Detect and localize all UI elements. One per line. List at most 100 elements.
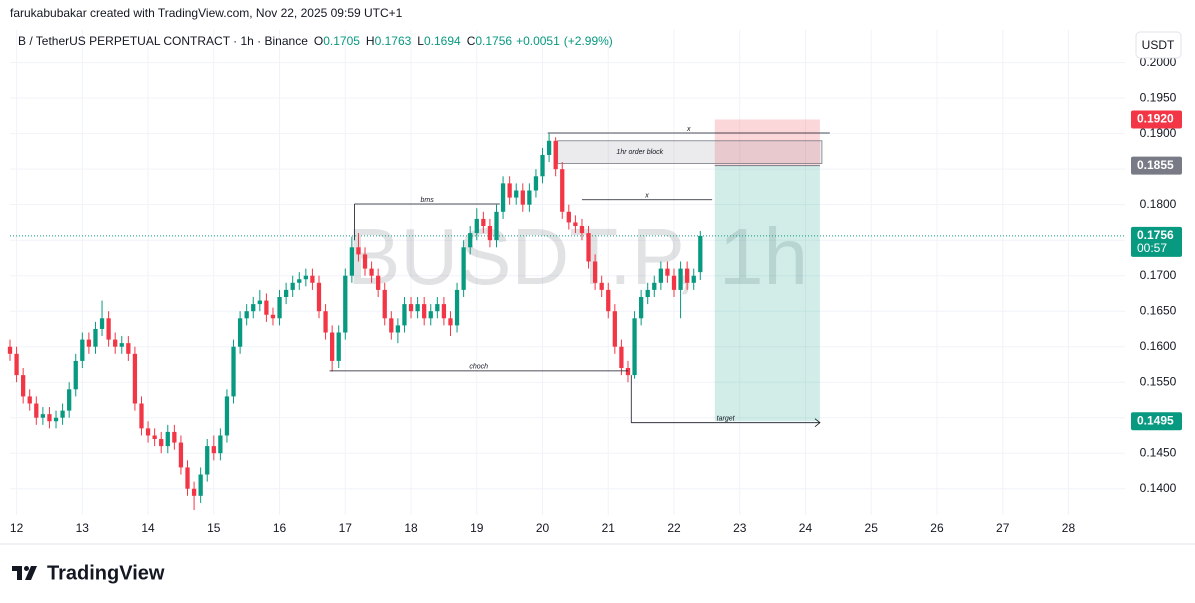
candle-body <box>159 439 164 447</box>
candle-body <box>376 275 381 290</box>
candle-body <box>533 176 539 191</box>
candle-body <box>369 268 374 276</box>
candle-body <box>349 247 354 276</box>
candle-body <box>14 353 19 376</box>
candle-body <box>592 261 598 283</box>
legend-label: C <box>467 34 476 48</box>
candle-body <box>264 300 269 315</box>
candle-body <box>454 289 460 326</box>
x-tick-label: 22 <box>667 521 681 535</box>
x-tick-label: 17 <box>339 521 353 535</box>
target-price-tag <box>1131 412 1182 431</box>
candle-body <box>599 282 604 290</box>
candle-body <box>283 289 289 297</box>
candle-body <box>658 268 663 283</box>
candle-body <box>165 431 170 447</box>
legend-value: 0.1763 <box>375 34 412 48</box>
x-tick-label: 18 <box>404 521 418 535</box>
candle-body <box>362 254 368 269</box>
candle-body <box>665 268 670 276</box>
candle-body <box>172 431 177 443</box>
annotation-label: choch <box>469 364 488 371</box>
candle-body <box>448 318 453 326</box>
entry-price-tag-label: 0.1855 <box>1137 158 1174 172</box>
candle-body <box>139 403 144 429</box>
x-tick-label: 14 <box>141 521 155 535</box>
legend-label: O <box>314 34 323 48</box>
legend-value: 0.1694 <box>424 34 461 48</box>
legend-change: +0.0051 <box>516 34 560 48</box>
candle-body <box>119 343 124 347</box>
y-tick-label: 0.1550 <box>1140 374 1177 388</box>
candle-body <box>297 279 302 283</box>
watermark: BUSDT.P, 1h <box>347 212 808 301</box>
x-tick-label: 24 <box>799 521 813 535</box>
y-tick-label: 0.1700 <box>1140 268 1177 282</box>
legend-label: H <box>366 34 375 48</box>
annotation-label: target <box>717 416 736 423</box>
candle-body <box>343 275 348 333</box>
candle-body <box>553 140 558 170</box>
x-tick-label: 15 <box>207 521 221 535</box>
candle-body <box>106 318 111 340</box>
candle-body <box>99 318 105 329</box>
symbol: B / TetherUS PERPETUAL CONTRACT · 1h · B… <box>18 34 308 48</box>
candle-body <box>586 233 591 262</box>
candle-body <box>441 304 447 319</box>
candle-body <box>500 183 506 212</box>
candle-body <box>310 275 315 283</box>
x-tick-label: 12 <box>10 521 24 535</box>
candle-body <box>218 435 223 454</box>
target-zone <box>714 165 820 422</box>
candle-body <box>191 488 197 496</box>
candle-body <box>211 446 216 454</box>
order-block <box>557 140 823 164</box>
candle-body <box>481 218 486 226</box>
candle-body <box>389 318 394 333</box>
candle-body <box>579 225 585 234</box>
symbol-legend: B / TetherUS PERPETUAL CONTRACT · 1h · B… <box>18 34 613 48</box>
candle-body <box>698 235 703 273</box>
candle-body <box>527 190 532 205</box>
candle-body <box>435 304 440 312</box>
y-tick-label: 0.1900 <box>1140 126 1177 140</box>
x-tick-label: 27 <box>996 521 1010 535</box>
candle-body <box>53 417 59 422</box>
candle-body <box>237 318 243 347</box>
candle-body <box>625 368 631 376</box>
legend-label: L <box>417 34 424 48</box>
stop-zone <box>714 119 820 166</box>
x-tick-label: 26 <box>930 521 944 535</box>
candle-body <box>244 311 249 319</box>
candle-body <box>132 353 138 404</box>
candle-body <box>270 314 276 319</box>
candle-body <box>566 211 571 223</box>
candle-body <box>185 467 190 489</box>
candle-body <box>178 442 184 468</box>
candle-body <box>428 311 433 319</box>
legend-change-pct: (+2.99%) <box>564 34 613 48</box>
x-tick-label: 25 <box>865 521 879 535</box>
candle-body <box>546 140 552 155</box>
currency[interactable]: USDT <box>1142 38 1175 52</box>
target-price-tag-label: 0.1495 <box>1137 413 1174 427</box>
candle-body <box>606 289 611 312</box>
x-tick-label: 13 <box>76 521 90 535</box>
candle-body <box>422 304 427 319</box>
candle-body <box>645 289 650 297</box>
candle-body <box>671 275 677 290</box>
candle-body <box>461 247 466 290</box>
candle-body <box>356 247 361 255</box>
legend-value: 0.1756 <box>475 34 512 48</box>
candle-body <box>152 435 157 440</box>
candle-body <box>251 304 256 312</box>
last-price-tag <box>1131 226 1182 257</box>
candle-body <box>316 282 322 312</box>
y-tick-label: 0.1950 <box>1140 90 1177 104</box>
x-tick-label: 23 <box>733 521 747 535</box>
plot-area: 12 13 14 15 16 17 18 19 20 21 22 23 24 25 26 27 28 0.1400… <box>7 30 1177 535</box>
candle-body <box>632 318 637 376</box>
currency-button[interactable] <box>1135 31 1182 59</box>
